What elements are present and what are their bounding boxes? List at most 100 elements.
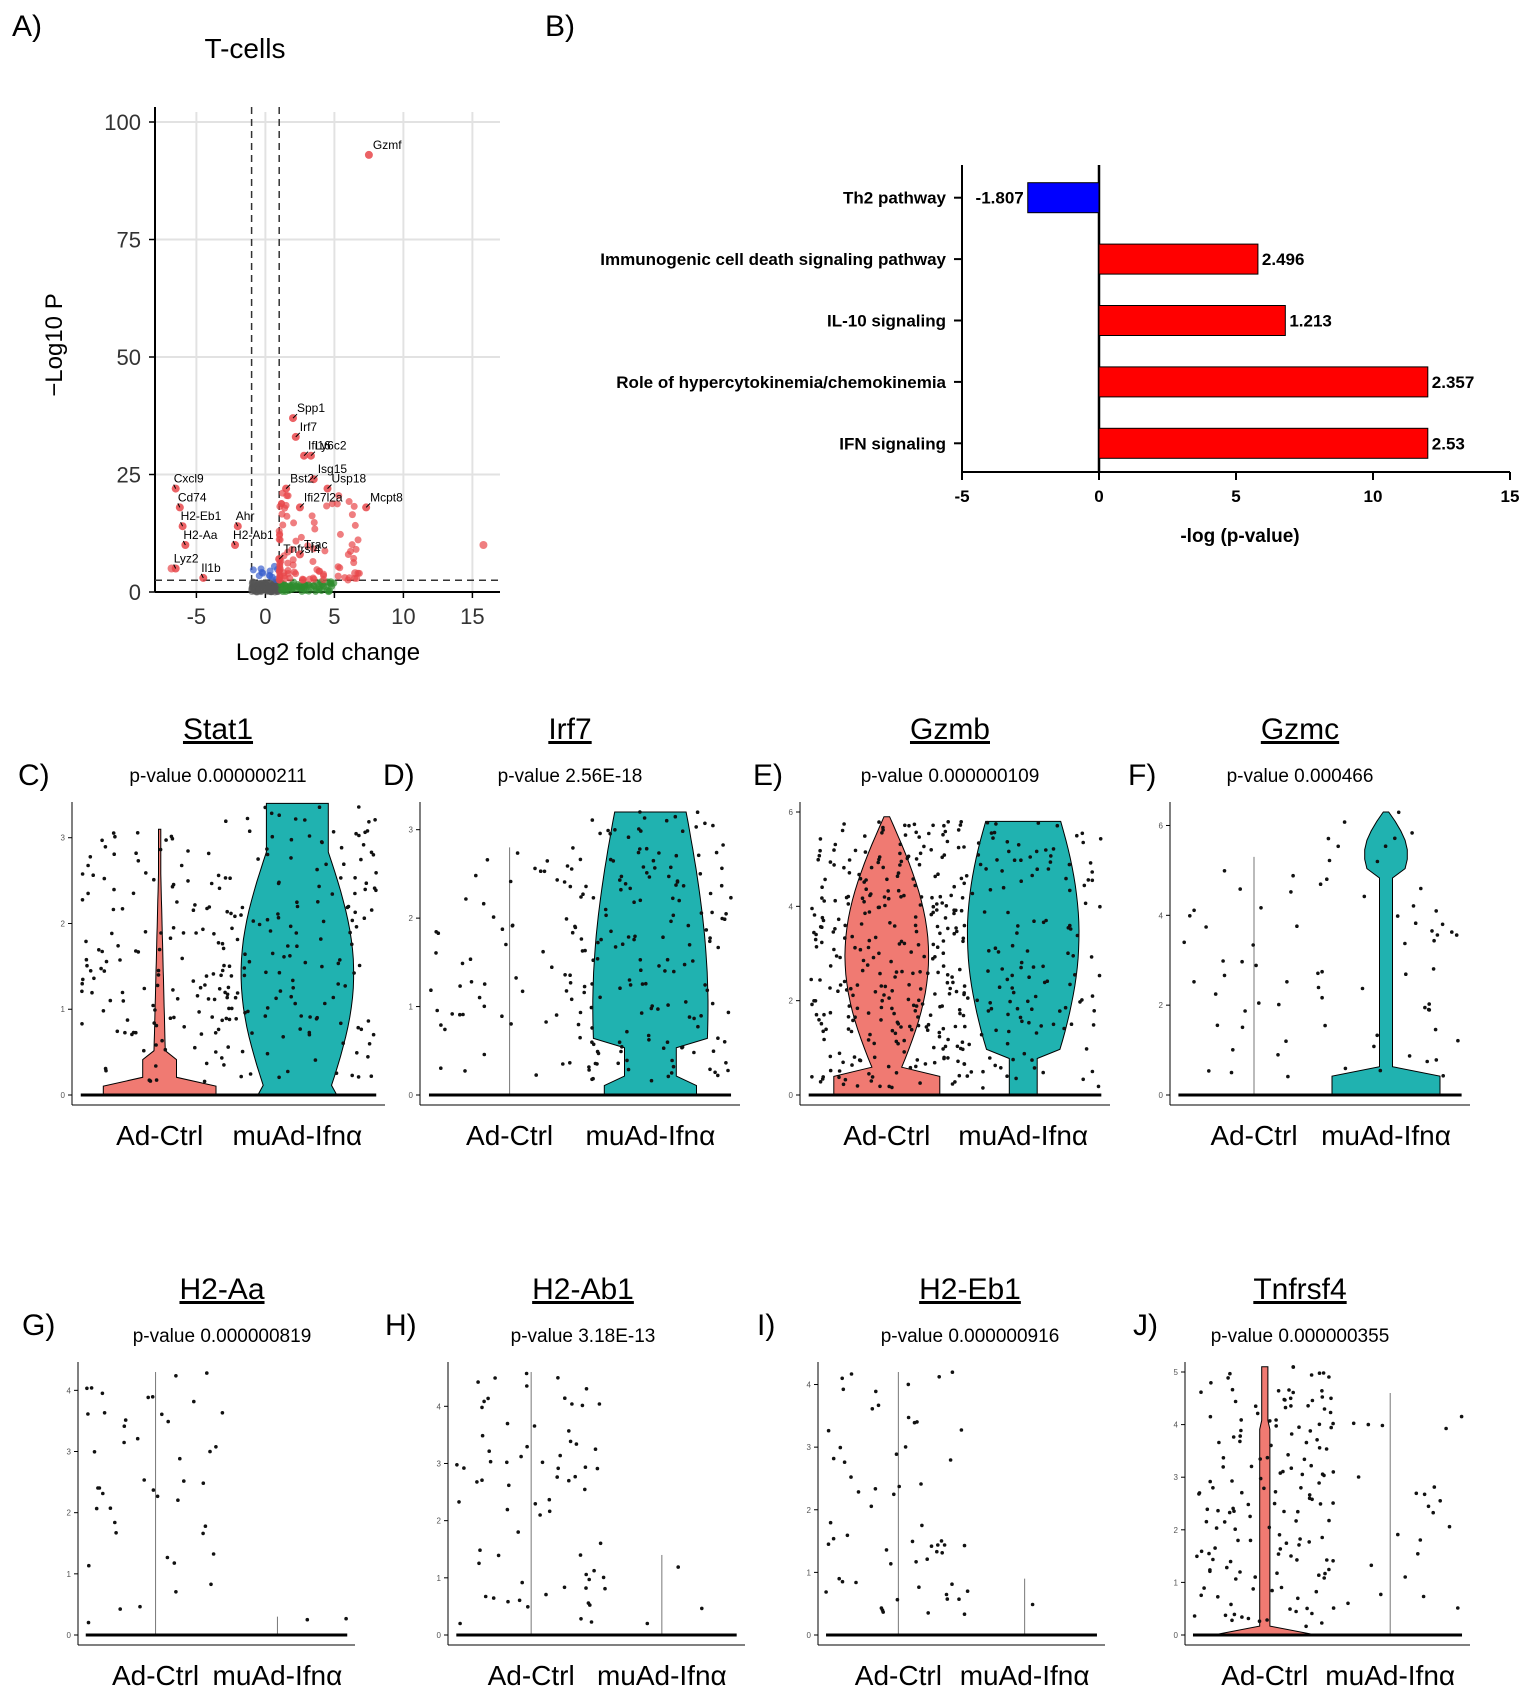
cell-point-ctrl: [1270, 1588, 1274, 1593]
cell-point-ifn: [323, 1001, 327, 1006]
cell-point-ctrl: [903, 1445, 908, 1449]
cell-point-ifn: [1329, 1396, 1333, 1401]
label-connector: [278, 554, 284, 560]
cell-point-ctrl: [1248, 1538, 1253, 1543]
cell-point-ctrl: [869, 892, 873, 896]
cell-point-ctrl: [853, 945, 857, 950]
cell-point-ifn: [331, 830, 336, 834]
cell-point-ctrl: [482, 1052, 487, 1057]
cell-point-ifn: [1073, 973, 1077, 977]
cell-point-ifn: [1081, 1077, 1085, 1082]
cell-point-ctrl: [555, 1475, 559, 1479]
cell-point-ctrl: [1223, 1613, 1228, 1618]
cell-point-ctrl: [879, 1606, 884, 1610]
cell-point-ifn: [226, 1045, 230, 1049]
cell-point-ifn: [248, 1072, 253, 1076]
cell-point-ifn: [1034, 1031, 1039, 1035]
cell-point-ifn: [637, 827, 641, 831]
cell-point-ifn: [1380, 1423, 1385, 1428]
cell-point-ifn: [593, 1061, 598, 1066]
cell-point-ctrl: [895, 1597, 900, 1602]
cell-point-ifn: [320, 840, 324, 845]
cell-point-ctrl: [1314, 1589, 1319, 1594]
cell-point-ctrl: [206, 851, 211, 856]
label-connector: [299, 503, 305, 508]
cell-point-ifn: [1069, 1022, 1074, 1026]
cell-point-ctrl: [832, 947, 836, 952]
cell-point-ctrl: [813, 937, 818, 942]
cell-point-ctrl: [568, 884, 573, 889]
cell-point-ctrl: [855, 983, 860, 987]
cell-point-ctrl: [123, 1418, 128, 1422]
cell-point-ifn: [1325, 877, 1329, 881]
cell-point-ctrl: [899, 895, 903, 899]
cell-point-ifn: [1423, 1005, 1427, 1010]
cell-point-ctrl: [199, 1032, 204, 1036]
cell-point-ifn: [640, 982, 645, 986]
volcano-point-sig: [350, 554, 358, 562]
cell-point-ctrl: [1289, 1554, 1293, 1558]
cell-point-ctrl: [155, 983, 160, 988]
cell-point-ifn: [1081, 840, 1085, 845]
cell-point-ctrl: [458, 1621, 462, 1626]
cell-point-ifn: [946, 1037, 950, 1042]
cell-point-ctrl: [147, 1078, 152, 1082]
cell-point-ctrl: [1249, 1464, 1254, 1469]
cell-point-ctrl: [1331, 1470, 1336, 1474]
cell-point-ctrl: [936, 970, 940, 975]
cell-point-ifn: [220, 1018, 224, 1023]
cell-point-ctrl: [544, 1020, 548, 1024]
cell-point-ctrl: [122, 1440, 126, 1445]
cell-point-ifn: [589, 1005, 594, 1010]
cell-point-ctrl: [142, 986, 147, 991]
cell-point-ifn: [956, 1059, 960, 1064]
cell-point-ctrl: [211, 972, 216, 976]
cell-point-ifn: [724, 912, 728, 916]
cell-point-ctrl: [944, 1592, 949, 1597]
cell-point-ctrl: [899, 1025, 903, 1029]
violin-y-tick-label: 4: [437, 1402, 442, 1411]
cell-point-ifn: [1032, 919, 1036, 923]
cell-point-ifn: [604, 913, 608, 918]
cell-point-ctrl: [828, 860, 833, 864]
cell-point-ctrl: [1281, 1469, 1285, 1474]
cell-point-ctrl: [919, 895, 924, 899]
cell-point-ctrl: [892, 1492, 896, 1497]
cell-point-ctrl: [867, 910, 872, 914]
cell-point-ctrl: [1192, 980, 1196, 984]
cell-point-ctrl: [840, 828, 845, 833]
cell-point-ifn: [674, 853, 679, 858]
pathway-bar: [1027, 182, 1100, 214]
cell-point-ifn: [613, 945, 618, 949]
cell-point-ctrl: [1327, 1375, 1331, 1379]
violin-y-tick-label: 0: [67, 1631, 72, 1640]
cell-point-ifn: [1034, 849, 1039, 854]
cell-point-ctrl: [567, 1478, 571, 1483]
cell-point-ifn: [665, 1040, 670, 1044]
cell-point-ctrl: [214, 1445, 218, 1449]
cell-point-ctrl: [935, 924, 940, 929]
violin-y-tick-label: 1: [1174, 1578, 1179, 1587]
cell-point-ctrl: [886, 889, 890, 893]
cell-point-ctrl: [918, 987, 923, 991]
cell-point-ctrl: [97, 1486, 102, 1490]
cell-point-ctrl: [880, 998, 884, 1003]
cell-point-ctrl: [1299, 1486, 1303, 1490]
cell-point-ifn: [726, 1068, 730, 1073]
cell-point-ctrl: [1320, 1535, 1324, 1540]
cell-point-ctrl: [587, 1065, 591, 1069]
cell-point-ifn: [251, 919, 256, 923]
cell-point-ctrl: [155, 1494, 160, 1499]
cell-point-ctrl: [902, 1050, 906, 1054]
cell-point-ifn: [366, 1019, 371, 1023]
cell-point-ctrl: [858, 1058, 863, 1063]
label-connector: [173, 484, 177, 489]
cell-point-ifn: [1062, 1026, 1066, 1031]
cell-point-ctrl: [102, 876, 107, 881]
cell-point-ctrl: [1267, 1525, 1272, 1530]
cell-point-ctrl: [1229, 1070, 1234, 1075]
cell-point-ctrl: [156, 973, 161, 977]
cell-point-ctrl: [1246, 1616, 1251, 1621]
cell-point-ctrl: [507, 1483, 511, 1488]
cell-point-ctrl: [925, 1557, 929, 1561]
